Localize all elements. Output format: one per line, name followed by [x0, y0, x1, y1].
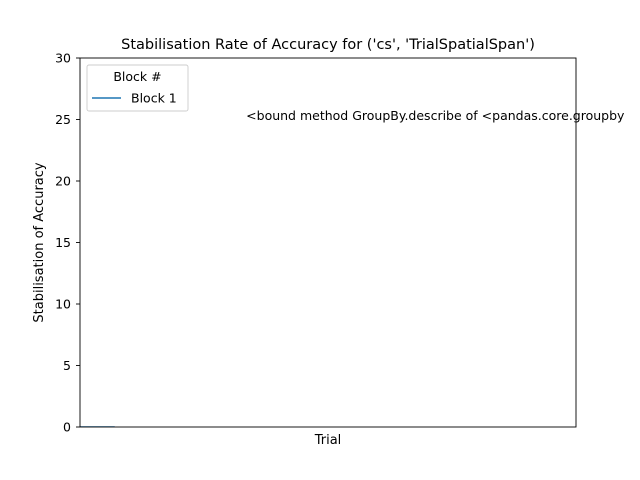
legend: Block # Block 1 [86, 64, 189, 112]
y-tick-label: 5 [63, 358, 71, 373]
annotation-layer: <bound method GroupBy.describe of <panda… [246, 108, 625, 123]
y-tick-label: 25 [55, 112, 71, 127]
y-tick-label: 15 [55, 235, 71, 250]
y-axis: 0 5 10 15 20 25 30 [55, 51, 80, 435]
y-tick-label: 30 [55, 51, 71, 66]
y-axis-label: Stabilisation of Accuracy [32, 162, 47, 322]
y-tick-label: 0 [63, 420, 71, 435]
y-tick-label: 10 [55, 297, 71, 312]
legend-label: Block 1 [131, 91, 177, 106]
y-tick-label: 20 [55, 174, 71, 189]
legend-box [86, 64, 189, 112]
annotation-text: <bound method GroupBy.describe of <panda… [246, 108, 625, 123]
legend-entries: Block 1 [92, 91, 177, 106]
legend-title: Block # [113, 69, 161, 84]
chart-title: Stabilisation Rate of Accuracy for ('cs'… [121, 37, 535, 53]
x-axis-label: Trial [314, 433, 342, 448]
